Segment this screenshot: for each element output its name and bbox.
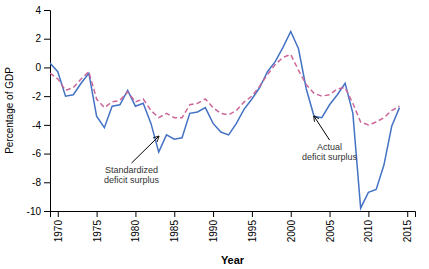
x-tick-label: 2015 xyxy=(402,220,413,243)
y-tick-mark xyxy=(44,125,50,126)
annotation-line: deficit surplus xyxy=(302,152,358,162)
x-tick: 1990 xyxy=(208,211,219,242)
x-tick-mark xyxy=(330,211,331,217)
y-tick-mark xyxy=(44,182,50,183)
annotation-line: Actual xyxy=(317,142,342,152)
x-tick-mark xyxy=(252,211,253,217)
y-tick: 4 xyxy=(35,5,50,16)
x-tick: 2010 xyxy=(363,211,374,242)
x-tick: 2000 xyxy=(286,211,297,242)
y-tick-label: 0 xyxy=(35,62,41,73)
x-tick-label: 1990 xyxy=(208,220,219,243)
x-tick-mark xyxy=(368,211,369,217)
y-tick: 0 xyxy=(35,62,50,73)
y-tick-label: -8 xyxy=(32,177,41,188)
y-tick-label: 2 xyxy=(35,33,41,44)
x-axis-line xyxy=(51,212,416,218)
x-tick-mark xyxy=(97,211,98,217)
series-line xyxy=(50,32,399,209)
y-tick-mark xyxy=(44,10,50,11)
annotation-line: deficit surplus xyxy=(104,175,160,185)
x-tick-mark xyxy=(174,211,175,217)
x-axis: 1970 1975 1980 1985 1990 1995 2000 2005 2010 2015 xyxy=(51,211,416,242)
y-tick-mark xyxy=(44,96,50,97)
x-tick: 1995 xyxy=(247,211,258,242)
annotation-arrow xyxy=(132,136,159,163)
annotation: Standardizeddeficit surplus xyxy=(104,165,160,185)
y-tick-mark xyxy=(44,39,50,40)
y-tick-label: -4 xyxy=(32,120,41,131)
x-tick-label: 2005 xyxy=(325,220,336,243)
y-axis-line xyxy=(44,11,51,212)
x-tick-mark xyxy=(135,211,136,217)
x-tick-label: 1975 xyxy=(92,220,103,243)
x-tick: 1985 xyxy=(169,211,180,242)
y-axis: -10 -8 -6 -4 -2 0 2 4 xyxy=(27,5,51,217)
x-tick-label: 1980 xyxy=(130,220,141,243)
y-tick: -6 xyxy=(32,148,50,159)
annotation-line: Standardized xyxy=(105,165,158,175)
plot: 1970 1975 1980 1985 1990 1995 2000 2005 2010 2015… xyxy=(27,5,416,243)
x-tick-mark xyxy=(58,211,59,217)
y-tick: -8 xyxy=(32,177,50,188)
x-tick-mark xyxy=(213,211,214,217)
y-tick: -4 xyxy=(32,120,50,131)
x-tick-label: 1995 xyxy=(247,220,258,243)
y-tick: -10 xyxy=(27,206,50,217)
y-tick: 2 xyxy=(35,33,50,44)
x-tick-mark xyxy=(291,211,292,217)
x-tick-label: 2000 xyxy=(286,220,297,243)
x-tick: 2005 xyxy=(325,211,336,242)
x-tick-mark xyxy=(407,211,408,217)
x-tick: 1980 xyxy=(130,211,141,242)
y-tick-label: -6 xyxy=(32,148,41,159)
annotation-arrow xyxy=(314,116,330,140)
chart: 1970 1975 1980 1985 1990 1995 2000 2005 2010 2015… xyxy=(0,0,429,269)
y-tick-label: -10 xyxy=(27,206,42,217)
x-tick-label: 1985 xyxy=(169,220,180,243)
y-tick: -2 xyxy=(32,91,50,102)
x-tick-label: 2010 xyxy=(363,220,374,243)
annotation: Actualdeficit surplus xyxy=(302,142,358,162)
x-tick: 2015 xyxy=(402,211,413,242)
y-tick-mark xyxy=(44,67,50,68)
y-tick-label: 4 xyxy=(35,5,41,16)
x-axis-title: Year xyxy=(221,254,245,266)
annotations: Standardizeddeficit surplusActualdeficit… xyxy=(104,116,358,185)
x-tick-label: 1970 xyxy=(53,220,64,243)
y-tick-mark xyxy=(44,154,50,155)
y-tick-mark xyxy=(44,211,50,212)
x-tick: 1975 xyxy=(92,211,103,242)
lines xyxy=(50,32,399,209)
x-tick: 1970 xyxy=(53,211,64,242)
series-line xyxy=(50,55,399,125)
y-tick-label: -2 xyxy=(32,91,41,102)
y-axis-title: Percentage of GDP xyxy=(4,67,15,154)
